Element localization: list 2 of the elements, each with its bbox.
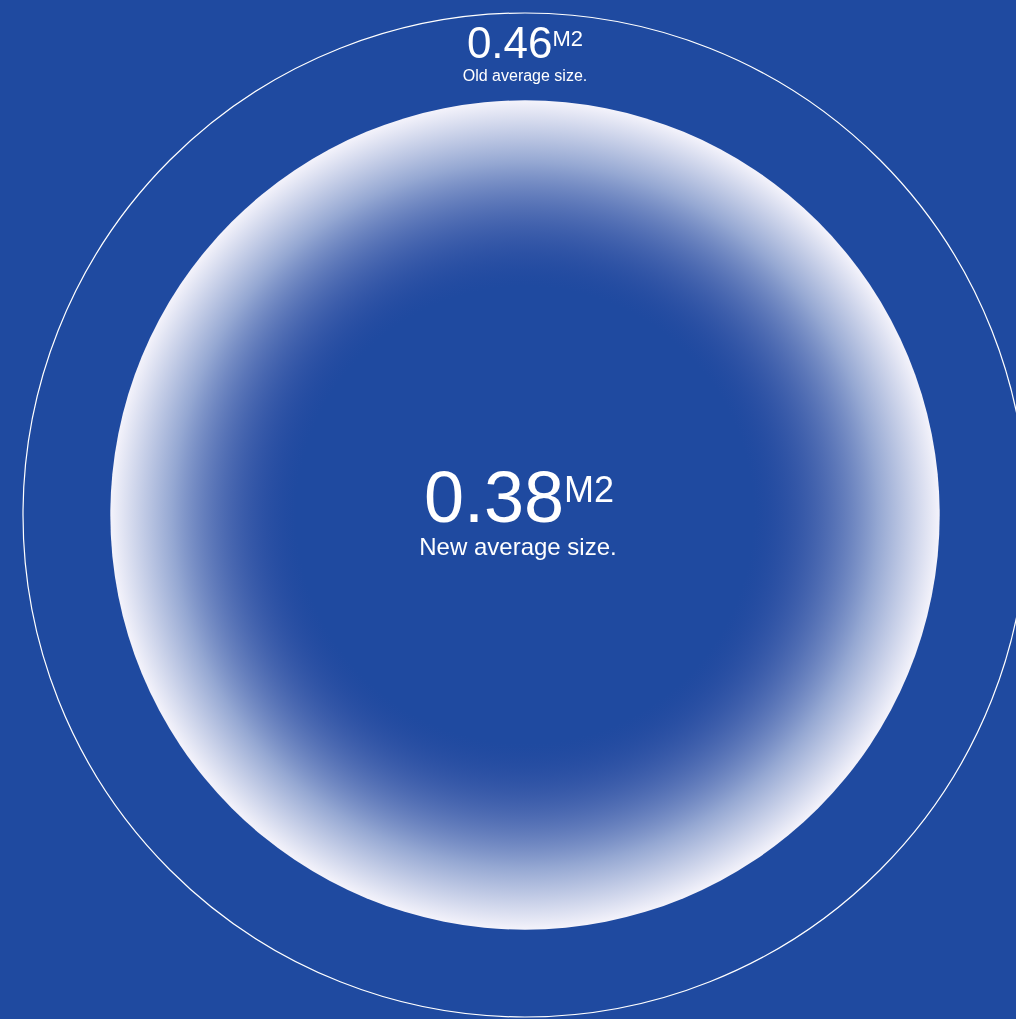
- data-label: 0.46$^{M2}$: [466, 18, 584, 67]
- category-label: Old average size.: [462, 67, 588, 84]
